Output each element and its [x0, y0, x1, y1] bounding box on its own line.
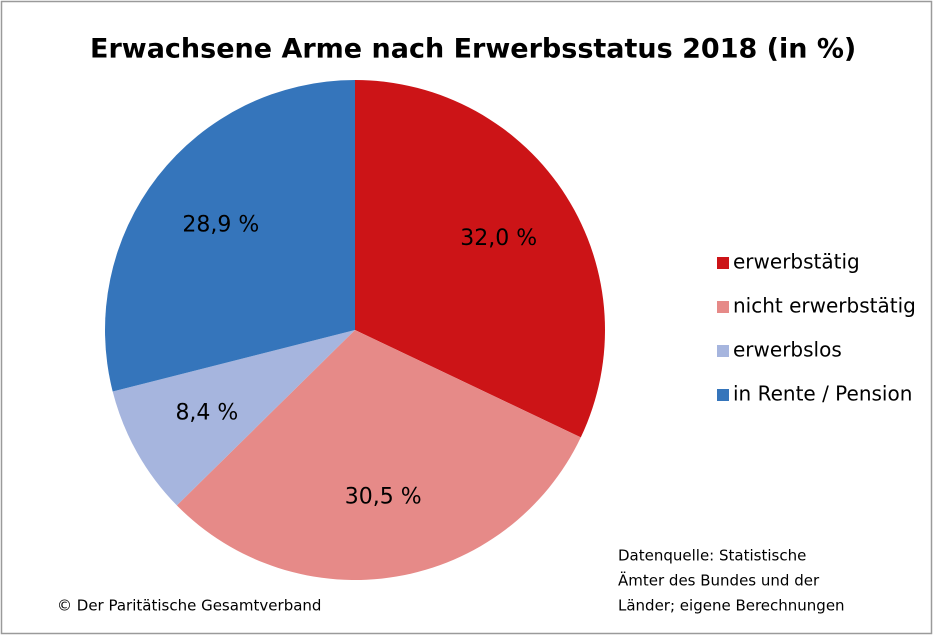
legend-swatch	[717, 345, 729, 357]
pie-slice	[112, 330, 355, 506]
data-label: 32,0 %	[460, 226, 537, 251]
data-label: 28,9 %	[182, 213, 259, 238]
legend-label: erwerbslos	[733, 338, 842, 362]
data-label: 8,4 %	[175, 400, 238, 425]
legend-swatch	[717, 301, 729, 313]
legend-swatch	[717, 389, 729, 401]
legend-label: nicht erwerbstätig	[733, 294, 916, 318]
copyright: © Der Paritätische Gesamtverband	[57, 597, 321, 615]
pie-slice	[176, 330, 581, 580]
data-label: 30,5 %	[345, 485, 422, 510]
legend-label: erwerbstätig	[733, 250, 860, 274]
source-note: Datenquelle: Statistische	[618, 547, 806, 565]
source-note: Ämter des Bundes und der	[618, 571, 820, 590]
pie-slice	[355, 80, 605, 438]
chart-title: Erwachsene Arme nach Erwerbsstatus 2018 …	[90, 34, 856, 65]
legend-label: in Rente / Pension	[733, 382, 912, 406]
legend-swatch	[717, 257, 729, 269]
pie-slice	[105, 80, 355, 392]
source-note: Länder; eigene Berechnungen	[618, 597, 845, 615]
